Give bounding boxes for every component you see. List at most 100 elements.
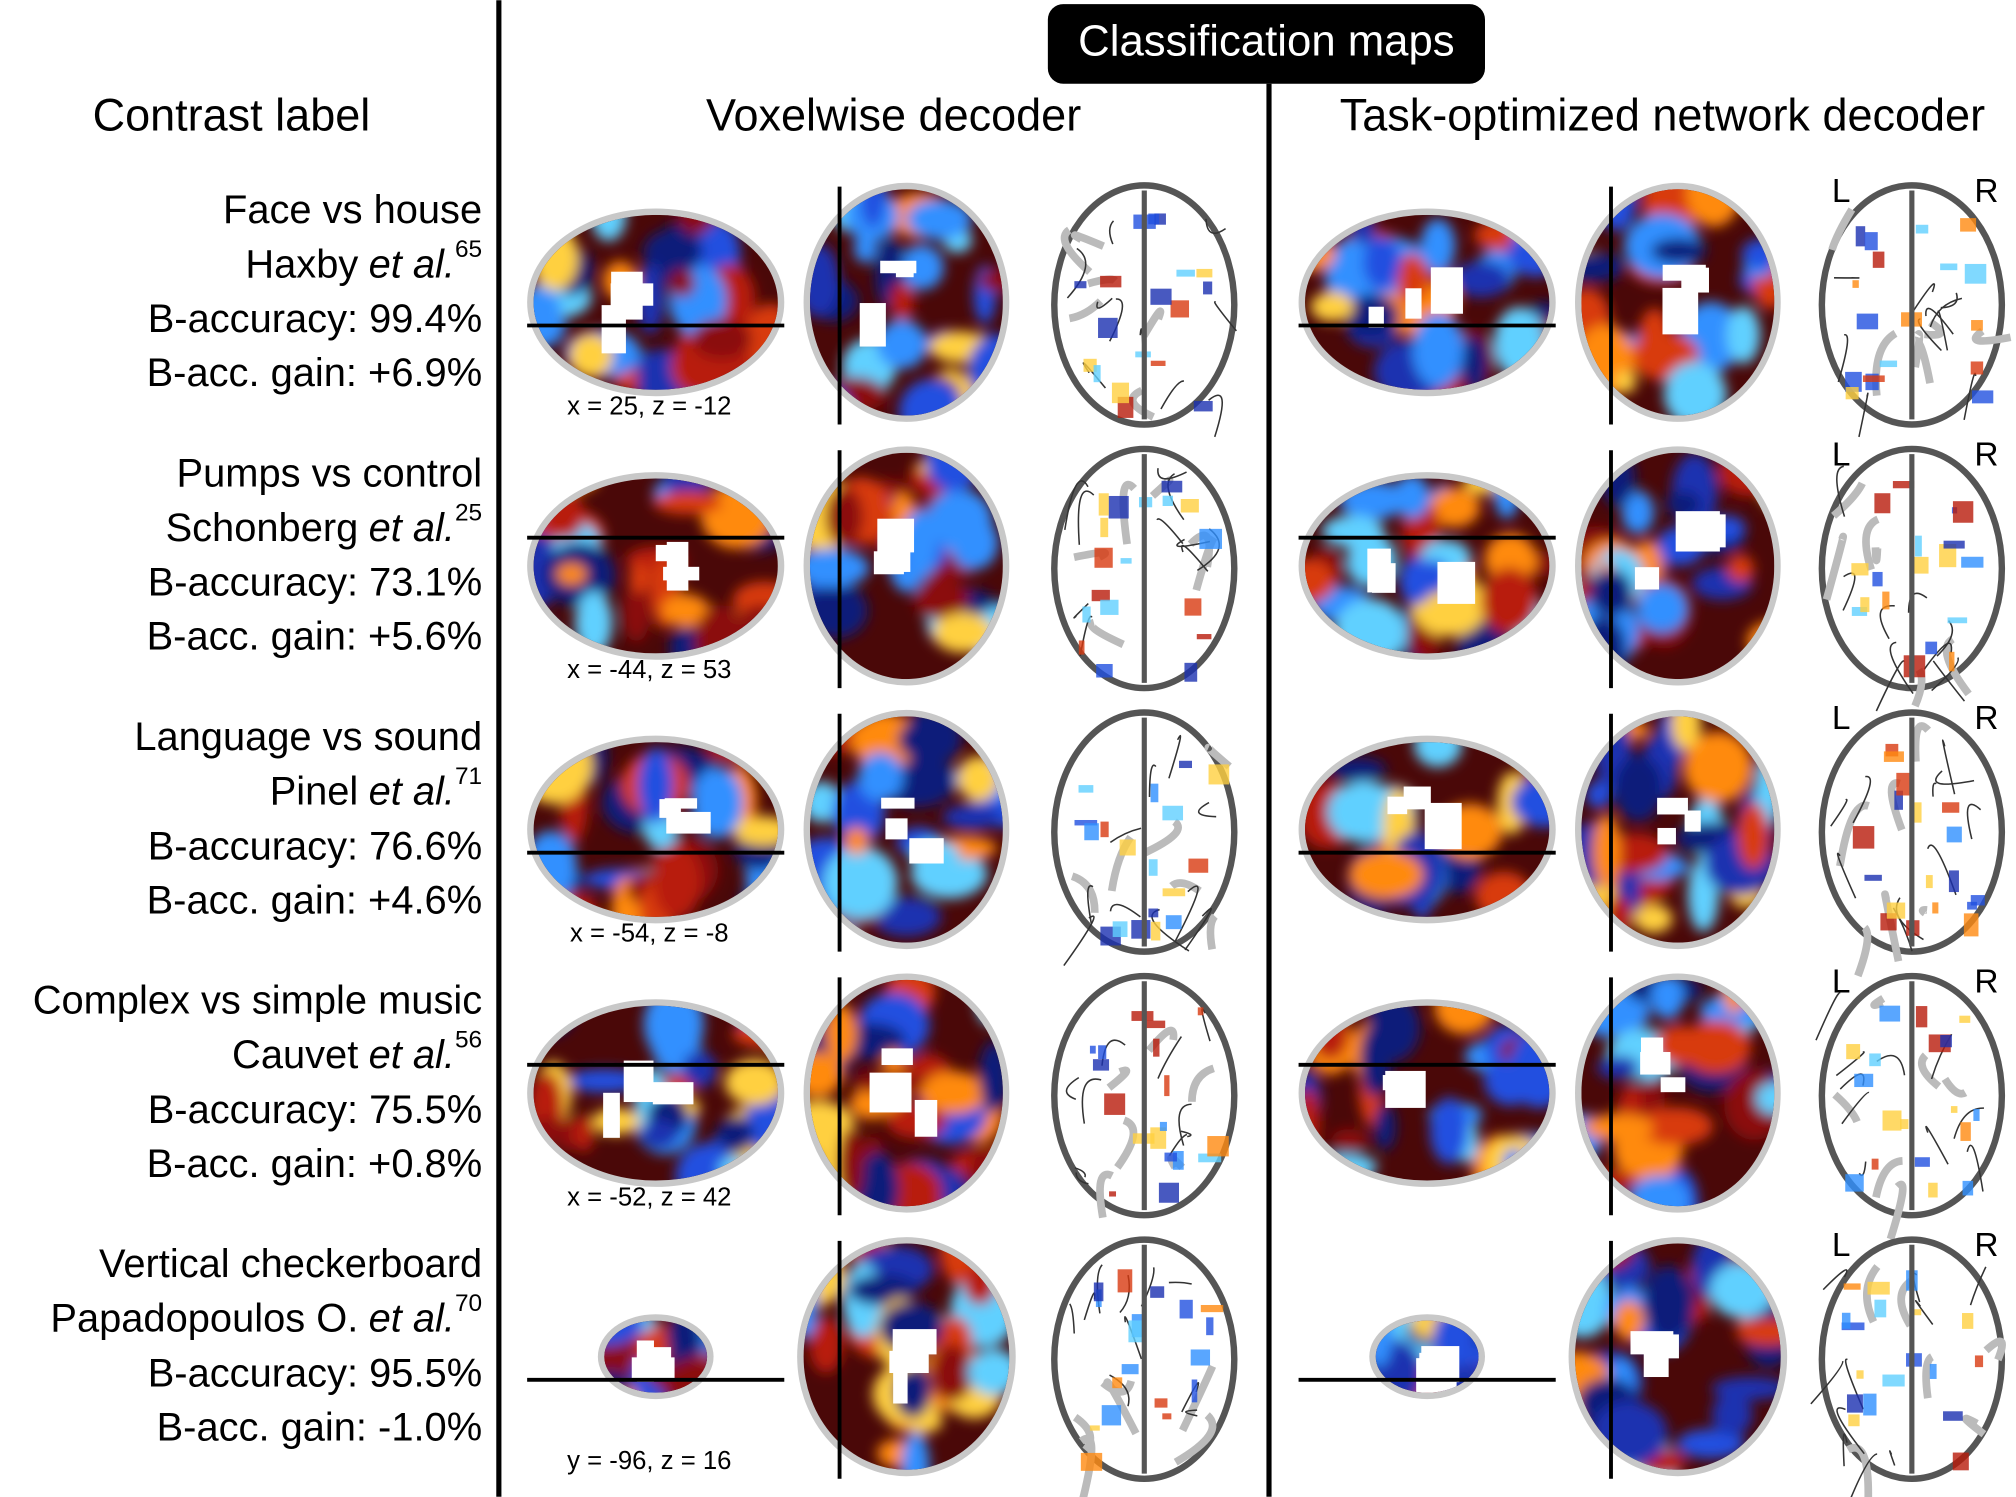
blob — [653, 491, 723, 515]
activation — [1843, 1283, 1861, 1290]
blob — [1636, 584, 1688, 633]
blob — [1614, 370, 1637, 394]
activation — [1153, 1038, 1160, 1057]
blob — [930, 1344, 974, 1402]
gain: B-acc. gain: -1.0% — [157, 1405, 483, 1449]
et-al: et al. — [369, 769, 455, 813]
activation — [1846, 1044, 1861, 1060]
blob — [844, 827, 869, 856]
blob — [1727, 554, 1754, 583]
activation — [1871, 1158, 1879, 1170]
sulcus-line — [1966, 803, 1982, 840]
blob — [652, 845, 702, 917]
coordinates: x = 25, z = -12 — [567, 393, 731, 421]
activation — [1154, 213, 1166, 225]
activation — [1962, 1180, 1974, 1196]
blob — [643, 229, 703, 275]
white-matter — [1660, 1077, 1686, 1093]
blobs — [533, 742, 778, 917]
activation — [1886, 902, 1906, 919]
blob — [1651, 238, 1707, 264]
sulcus-line — [1069, 1303, 1076, 1334]
activation — [1197, 1007, 1204, 1016]
activation — [1148, 908, 1159, 918]
sulcus-line — [1065, 1076, 1080, 1100]
blob — [669, 269, 696, 298]
sulcus-line — [1841, 1091, 1870, 1125]
white-matter — [1421, 1346, 1460, 1383]
sulcus-line — [1073, 602, 1089, 619]
white-matter — [666, 541, 689, 591]
activation — [1179, 760, 1193, 769]
activation — [1961, 556, 1984, 568]
sulcus-line — [1875, 660, 1905, 712]
activation — [1203, 281, 1213, 295]
activation — [1199, 528, 1223, 549]
reference: Papadopoulos O. et al.70 — [50, 1291, 482, 1341]
activation — [1910, 802, 1922, 823]
blob — [724, 1059, 778, 1105]
activation — [1091, 589, 1110, 602]
blob — [572, 1114, 595, 1152]
sulcus — [1836, 801, 1870, 867]
activation — [1100, 599, 1119, 615]
et-al: et al. — [369, 1033, 455, 1077]
activation — [1150, 288, 1172, 305]
row: Language vs sound Pinel et al.71 B-accuracy… — [134, 700, 2006, 978]
brain-map — [533, 1005, 778, 1181]
blob — [1393, 478, 1430, 519]
sulcus — [1169, 879, 1202, 895]
author: Pinel — [270, 769, 359, 813]
coordinates: x = -54, z = -8 — [570, 920, 729, 948]
contrast-label: Language vs sound — [134, 715, 482, 759]
blob — [810, 1100, 856, 1156]
white-matter — [637, 1347, 672, 1372]
activation — [1100, 821, 1109, 838]
sulcus — [1914, 336, 1934, 384]
white-matter — [1640, 1037, 1664, 1061]
activation — [1851, 606, 1868, 616]
blob — [1413, 742, 1462, 768]
activation — [1083, 358, 1097, 372]
sulcus-line — [1087, 885, 1094, 924]
contrast-label: Pumps vs control — [177, 451, 483, 495]
blob — [1581, 251, 1625, 283]
hemisphere-label: L — [1832, 1227, 1851, 1264]
blob — [1671, 716, 1702, 750]
activation — [1093, 365, 1101, 383]
sulcus — [1863, 1264, 1881, 1324]
author: Schonberg — [166, 505, 359, 549]
activation — [1942, 802, 1960, 813]
activation — [1963, 913, 1979, 937]
activation — [1852, 826, 1875, 849]
sulcus-line — [1852, 775, 1872, 824]
activation — [1162, 1413, 1172, 1420]
activation — [1196, 268, 1213, 278]
blob — [906, 199, 972, 240]
activation — [1970, 361, 1984, 375]
blob — [1634, 904, 1673, 934]
sulcus — [1070, 872, 1099, 913]
activation — [1894, 790, 1903, 810]
sulcus — [1106, 1066, 1131, 1091]
brain-map — [1305, 478, 1550, 654]
sulcus — [1119, 480, 1138, 545]
activation — [1940, 263, 1958, 271]
white-matter — [885, 818, 908, 840]
activation — [1151, 921, 1161, 941]
white-matter — [1657, 797, 1688, 815]
sulcus-line — [1932, 660, 1966, 702]
blob — [1726, 306, 1761, 365]
activation — [1112, 1377, 1123, 1389]
sulcus — [1971, 327, 2012, 345]
activation — [1925, 641, 1938, 655]
activation — [1913, 556, 1929, 574]
activation — [1172, 1151, 1184, 1170]
activation — [1184, 598, 1202, 616]
sulcus-line — [1836, 1407, 1865, 1455]
blob — [682, 1051, 717, 1088]
sulcus-line — [1168, 734, 1182, 779]
activation — [1949, 651, 1955, 672]
accuracy: B-accuracy: 75.5% — [148, 1088, 482, 1132]
